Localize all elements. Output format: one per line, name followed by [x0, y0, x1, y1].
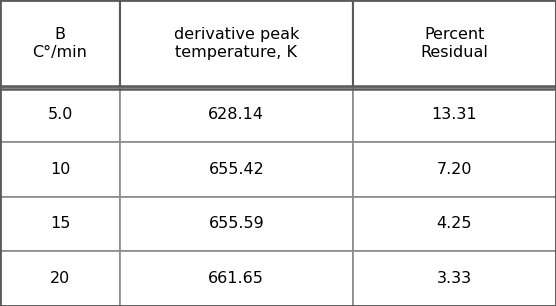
Text: 5.0: 5.0 [47, 107, 73, 122]
Text: B
C°/min: B C°/min [33, 28, 87, 60]
Text: 655.59: 655.59 [208, 216, 264, 231]
Bar [120, 0, 353, 87]
Text: Percent
Residual: Percent Residual [420, 28, 488, 60]
Bar [120, 142, 353, 196]
Bar [353, 0, 556, 87]
Text: 15: 15 [50, 216, 70, 231]
Text: derivative peak
temperature, K: derivative peak temperature, K [173, 28, 299, 60]
Bar [0, 196, 120, 251]
Text: 20: 20 [50, 271, 70, 286]
Bar [0, 87, 120, 142]
Bar [0, 0, 120, 87]
Bar [353, 87, 556, 142]
Text: 3.33: 3.33 [436, 271, 472, 286]
Bar [0, 251, 120, 306]
Bar [353, 196, 556, 251]
Text: 4.25: 4.25 [436, 216, 472, 231]
Bar [120, 251, 353, 306]
Text: 10: 10 [50, 162, 70, 177]
Text: 628.14: 628.14 [208, 107, 264, 122]
Bar [353, 251, 556, 306]
Bar [120, 196, 353, 251]
Text: 13.31: 13.31 [431, 107, 477, 122]
Bar [0, 142, 120, 196]
Text: 7.20: 7.20 [436, 162, 472, 177]
Text: 661.65: 661.65 [208, 271, 264, 286]
Bar [353, 142, 556, 196]
Text: 655.42: 655.42 [208, 162, 264, 177]
Bar [120, 87, 353, 142]
